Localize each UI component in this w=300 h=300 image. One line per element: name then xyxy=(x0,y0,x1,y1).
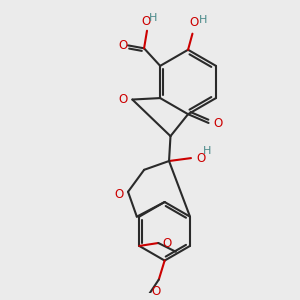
Text: O: O xyxy=(114,188,124,201)
Text: O: O xyxy=(196,152,206,165)
Text: H: H xyxy=(203,146,211,156)
Text: O: O xyxy=(141,15,150,28)
Text: O: O xyxy=(118,39,127,52)
Text: O: O xyxy=(119,93,128,106)
Text: O: O xyxy=(214,117,223,130)
Text: O: O xyxy=(163,236,172,250)
Text: H: H xyxy=(199,16,207,26)
Text: O: O xyxy=(151,286,160,298)
Text: H: H xyxy=(149,14,158,23)
Text: O: O xyxy=(189,16,199,29)
